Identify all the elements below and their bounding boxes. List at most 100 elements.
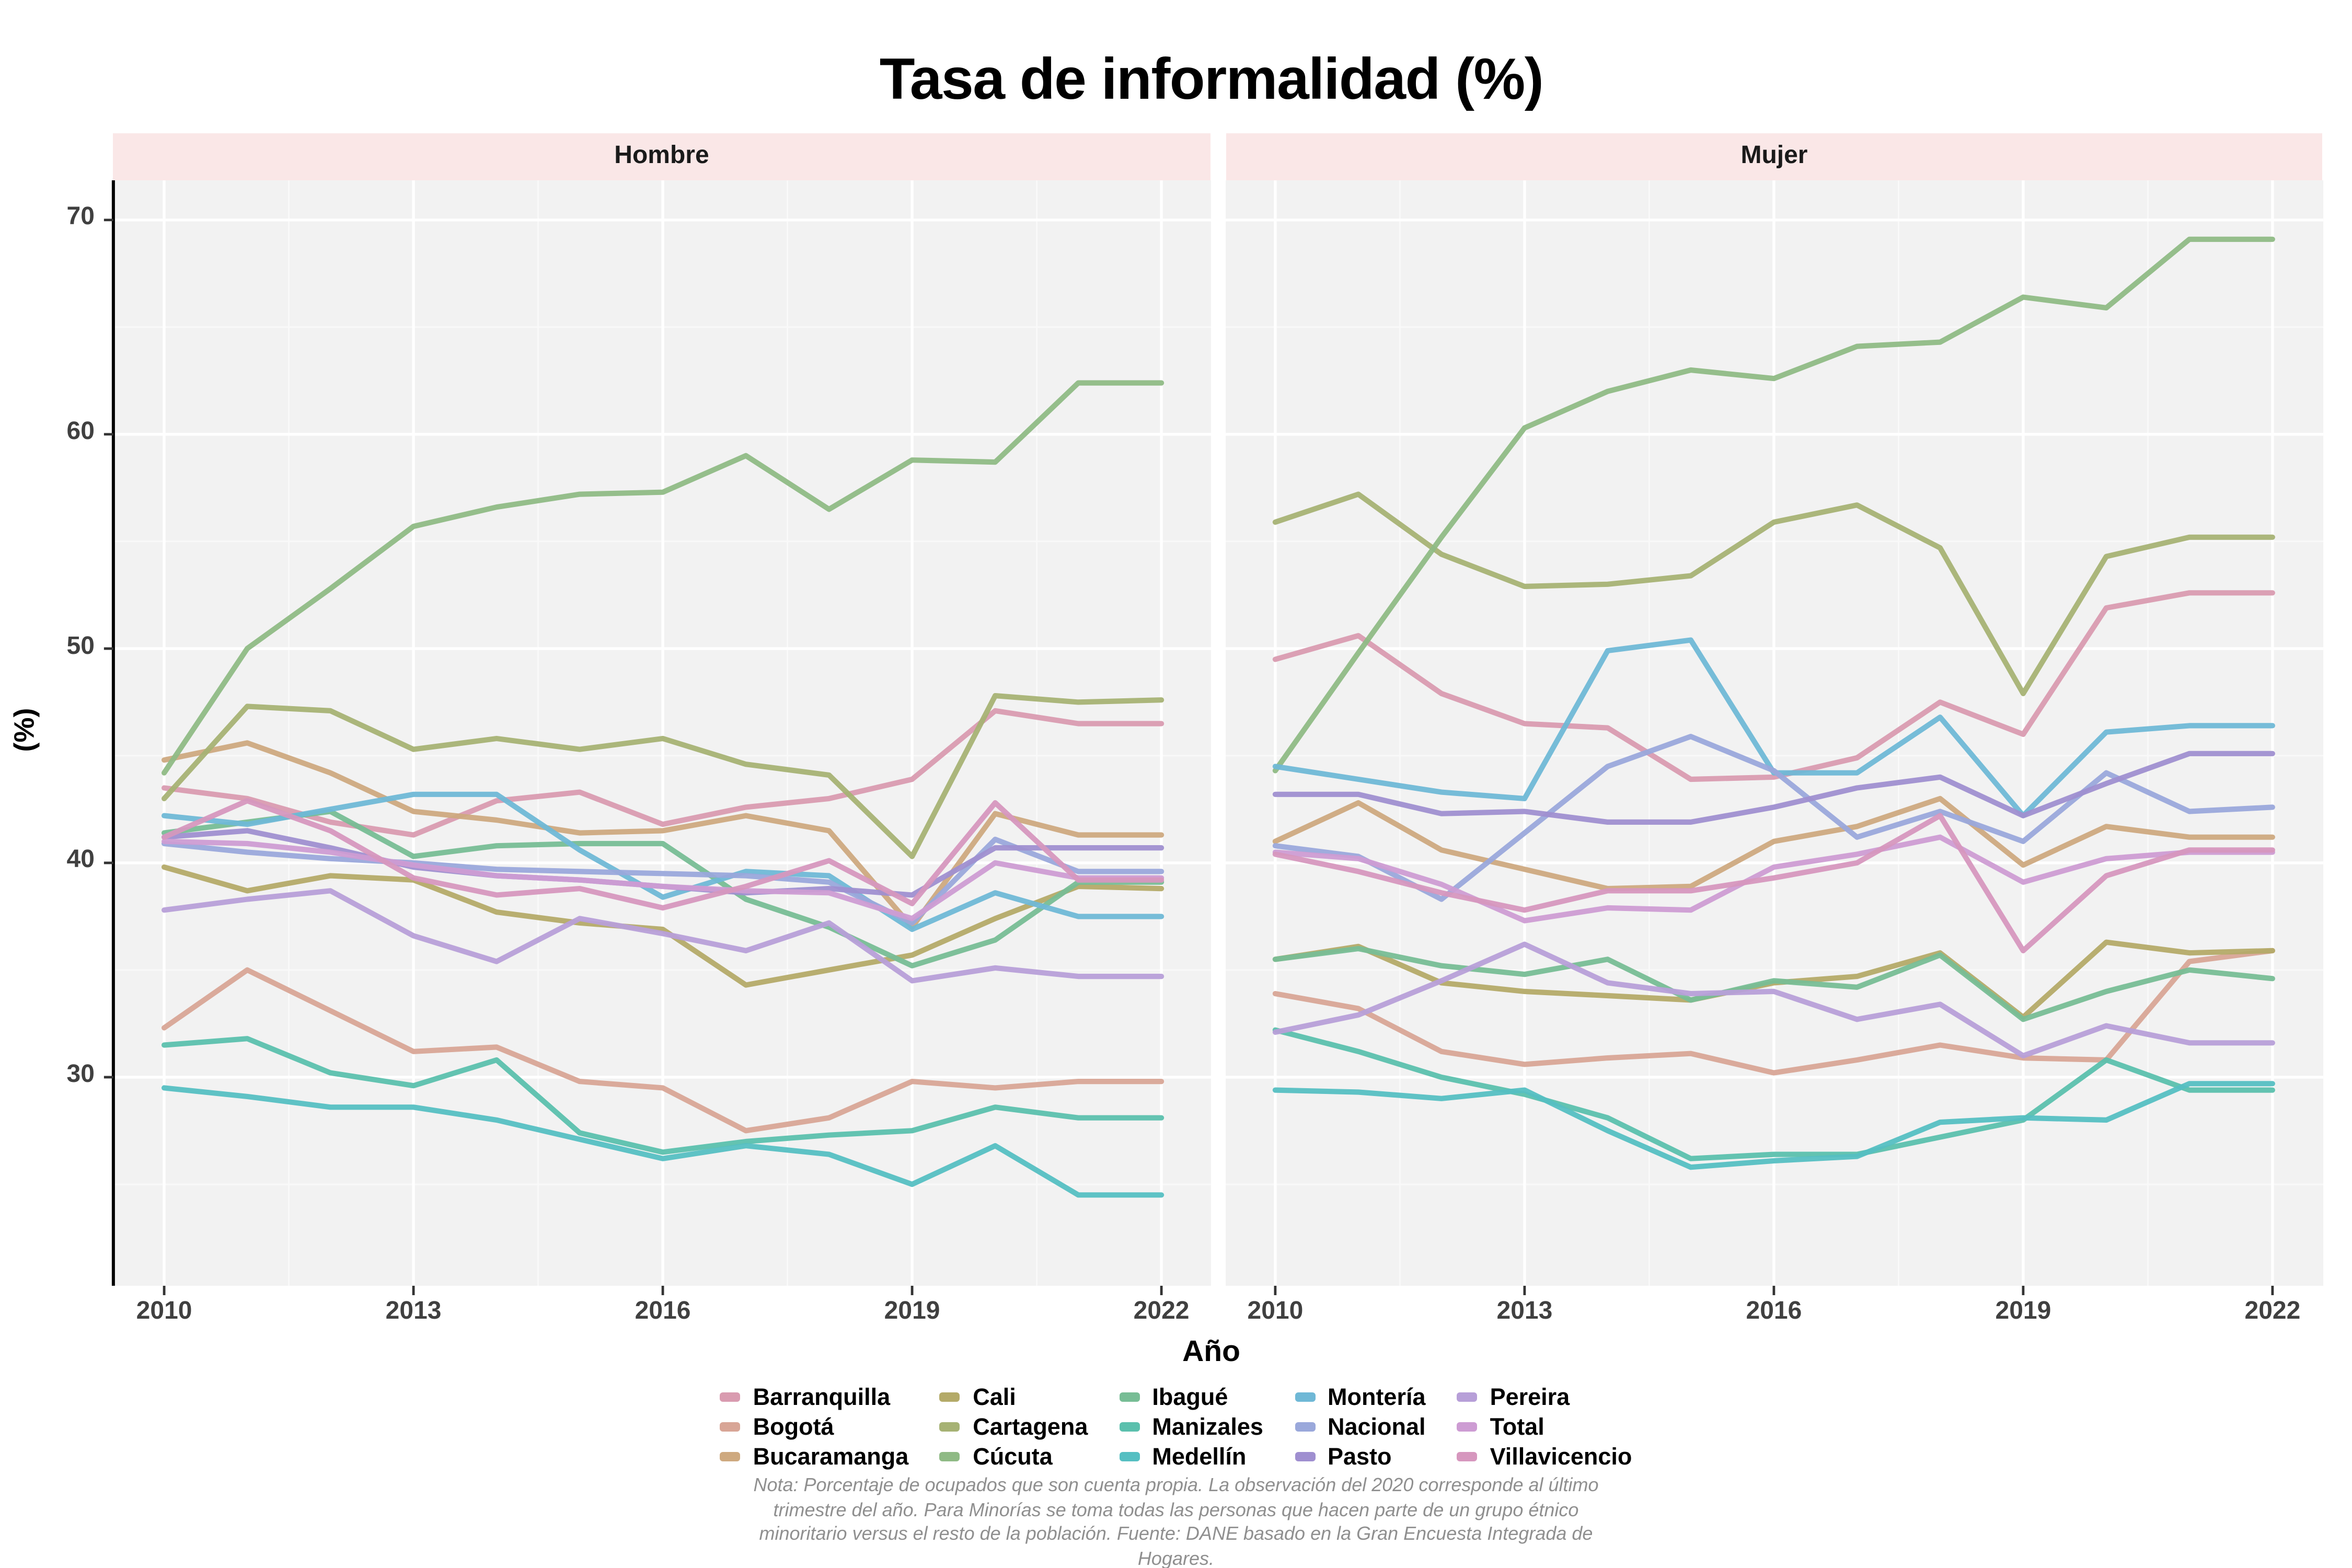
series-line-Manizales bbox=[1272, 1027, 2276, 1161]
series-line-Montería bbox=[161, 791, 1165, 932]
legend-label: Manizales bbox=[1152, 1413, 1263, 1440]
legend-label: Nacional bbox=[1327, 1413, 1426, 1440]
x-tick-label: 2016 bbox=[635, 1298, 691, 1325]
series-line-Medellín bbox=[161, 1085, 1165, 1198]
facet-strip-hombre: Hombre bbox=[113, 133, 1210, 180]
legend-column: Ibagué Manizales Medellín bbox=[1119, 1383, 1263, 1471]
legend-item-Cali: Cali bbox=[940, 1383, 1088, 1411]
chart-title: Tasa de informalidad (%) bbox=[879, 47, 1544, 111]
x-axis-title: Año bbox=[1182, 1336, 1240, 1369]
legend-column: Barranquilla Bogotá Bucaramanga bbox=[720, 1383, 909, 1471]
x-tick-label: 2013 bbox=[1496, 1298, 1553, 1325]
footnote-line: Hogares. bbox=[1137, 1547, 1215, 1568]
series-line-Pereira bbox=[1272, 941, 2276, 1058]
legend-swatch-icon bbox=[1457, 1392, 1478, 1402]
series-line-Manizales bbox=[161, 1036, 1165, 1155]
series-line-Cartagena bbox=[161, 693, 1165, 859]
legend-column: Montería Nacional Pasto bbox=[1294, 1383, 1426, 1471]
legend-item-Bucaramanga: Bucaramanga bbox=[720, 1443, 909, 1471]
series-line-Villavicencio bbox=[1272, 813, 2276, 953]
facet-strip-label: Hombre bbox=[614, 143, 709, 169]
series-line-Total bbox=[1272, 834, 2276, 924]
legend-swatch-icon bbox=[1119, 1452, 1140, 1461]
x-tick-label: 2013 bbox=[385, 1298, 442, 1325]
legend-swatch-icon bbox=[1294, 1452, 1315, 1461]
series-line-Pasto bbox=[1272, 751, 2276, 825]
legend-label: Barranquilla bbox=[753, 1383, 891, 1411]
series-line-Nacional bbox=[161, 836, 1165, 926]
y-tick-label: 30 bbox=[66, 1061, 95, 1088]
x-tick-label: 2019 bbox=[884, 1298, 940, 1325]
y-tick-label: 50 bbox=[66, 632, 95, 660]
legend-column: Cali Cartagena Cúcuta bbox=[940, 1383, 1088, 1471]
legend-swatch-icon bbox=[1457, 1422, 1478, 1432]
legend-swatch-icon bbox=[720, 1422, 741, 1432]
legend-item-Villavicencio: Villavicencio bbox=[1457, 1443, 1632, 1471]
legend-label: Villavicencio bbox=[1490, 1443, 1632, 1470]
legend-item-Bogotá: Bogotá bbox=[720, 1413, 909, 1441]
legend-label: Medellín bbox=[1152, 1443, 1247, 1470]
series-line-Ibagué bbox=[1272, 946, 2276, 1022]
legend-swatch-icon bbox=[1119, 1392, 1140, 1402]
facet-strip-mujer: Mujer bbox=[1226, 133, 2322, 180]
x-tick-label: 2019 bbox=[1995, 1298, 2051, 1325]
legend-label: Montería bbox=[1327, 1383, 1426, 1411]
legend-label: Cartagena bbox=[973, 1413, 1088, 1440]
legend-swatch-icon bbox=[1294, 1392, 1315, 1402]
series-line-Bucaramanga bbox=[161, 740, 1165, 930]
legend: Barranquilla Bogotá Bucaramanga Cali Cartage… bbox=[0, 1383, 2352, 1471]
legend-label: Cúcuta bbox=[973, 1443, 1053, 1470]
legend-item-Total: Total bbox=[1457, 1413, 1632, 1441]
series-line-Cúcuta bbox=[161, 380, 1165, 776]
series-line-Barranquilla bbox=[1272, 590, 2276, 782]
legend-item-Cúcuta: Cúcuta bbox=[940, 1443, 1088, 1471]
series-line-Bogotá bbox=[161, 967, 1165, 1134]
legend-swatch-icon bbox=[1457, 1452, 1478, 1461]
legend-swatch-icon bbox=[720, 1392, 741, 1402]
x-tick-label: 2010 bbox=[136, 1298, 192, 1325]
legend-item-Montería: Montería bbox=[1294, 1383, 1426, 1411]
series-line-Total bbox=[161, 838, 1165, 921]
series-line-Bucaramanga bbox=[1272, 795, 2276, 892]
series-line-Barranquilla bbox=[161, 708, 1165, 838]
legend-label: Bucaramanga bbox=[753, 1443, 909, 1470]
legend-item-Manizales: Manizales bbox=[1119, 1413, 1263, 1441]
legend-item-Medellín: Medellín bbox=[1119, 1443, 1263, 1471]
series-line-Villavicencio bbox=[161, 798, 1165, 911]
legend-item-Nacional: Nacional bbox=[1294, 1413, 1426, 1441]
legend-item-Cartagena: Cartagena bbox=[940, 1413, 1088, 1441]
series-line-Cartagena bbox=[1272, 491, 2276, 696]
legend-label: Ibagué bbox=[1152, 1383, 1228, 1411]
series-line-Nacional bbox=[1272, 734, 2276, 902]
legend-swatch-icon bbox=[1119, 1422, 1140, 1432]
legend-item-Ibagué: Ibagué bbox=[1119, 1383, 1263, 1411]
footnote: Nota: Porcentaje de ocupados que son cue… bbox=[235, 1474, 2117, 1568]
legend-swatch-icon bbox=[1294, 1422, 1315, 1432]
x-tick-label: 2022 bbox=[2244, 1298, 2301, 1325]
legend-swatch-icon bbox=[940, 1422, 961, 1432]
legend-swatch-icon bbox=[940, 1452, 961, 1461]
legend-label: Pereira bbox=[1490, 1383, 1570, 1411]
y-tick-label: 70 bbox=[66, 204, 95, 231]
y-tick-label: 60 bbox=[66, 418, 95, 445]
legend-swatch-icon bbox=[720, 1452, 741, 1461]
legend-label: Total bbox=[1490, 1413, 1544, 1440]
legend-column: Pereira Total Villavicencio bbox=[1457, 1383, 1632, 1471]
y-axis-title: (%) bbox=[8, 708, 40, 752]
legend-item-Pasto: Pasto bbox=[1294, 1443, 1426, 1471]
legend-item-Pereira: Pereira bbox=[1457, 1383, 1632, 1411]
series-line-Cúcuta bbox=[1272, 236, 2276, 774]
series-line-Pereira bbox=[161, 888, 1165, 984]
footnote-line: trimestre del año. Para Minorías se toma… bbox=[773, 1498, 1579, 1520]
legend-label: Cali bbox=[973, 1383, 1016, 1411]
footnote-line: Nota: Porcentaje de ocupados que son cue… bbox=[753, 1474, 1599, 1496]
legend-swatch-icon bbox=[940, 1392, 961, 1402]
series-line-Medellín bbox=[1272, 1081, 2276, 1170]
legend-label: Pasto bbox=[1327, 1443, 1392, 1470]
series-line-Cali bbox=[161, 864, 1165, 988]
y-tick-label: 40 bbox=[66, 847, 95, 874]
legend-item-Barranquilla: Barranquilla bbox=[720, 1383, 909, 1411]
facet-strip-label: Mujer bbox=[1740, 143, 1808, 169]
